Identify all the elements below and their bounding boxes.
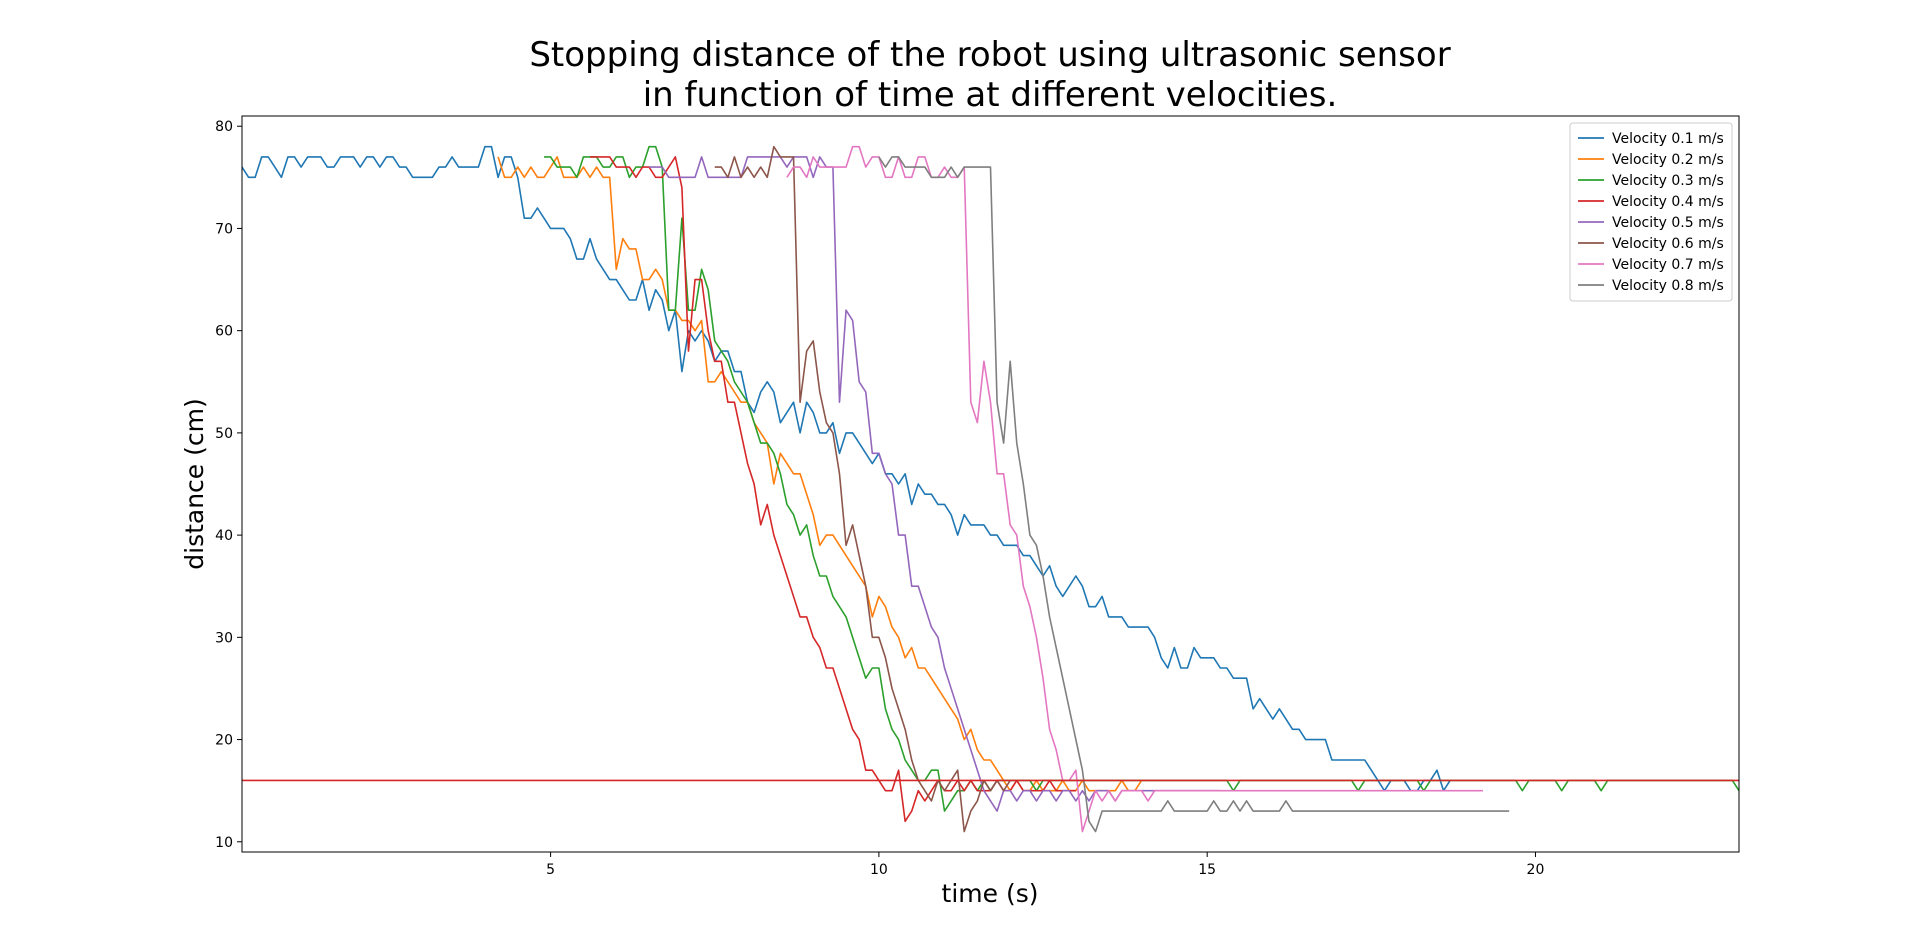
legend-label-6: Velocity 0.6 m/s (1612, 236, 1724, 252)
legend-label-7: Velocity 0.7 m/s (1612, 257, 1724, 273)
series-layer (241, 145, 1740, 833)
y-tick-label: 60 (215, 324, 233, 340)
legend-label-1: Velocity 0.1 m/s (1612, 131, 1724, 147)
y-tick-label: 80 (215, 119, 233, 135)
x-tick-label: 20 (1527, 862, 1545, 878)
y-tick-label: 10 (215, 835, 233, 851)
series-line-8 (878, 156, 1510, 833)
chart-title-line-2: in function of time at different velocit… (643, 75, 1338, 115)
series-line-1 (241, 145, 1451, 792)
legend-box (1569, 122, 1733, 302)
series-line-5 (649, 156, 1221, 812)
x-tick-label: 10 (870, 862, 888, 878)
series-line-3 (544, 145, 1740, 812)
legend-label-2: Velocity 0.2 m/s (1612, 152, 1724, 168)
y-tick-label: 30 (215, 630, 233, 646)
legend-label-4: Velocity 0.4 m/s (1612, 194, 1724, 210)
y-axis: 10 20 30 40 50 60 70 80 (215, 119, 242, 851)
series-line-6 (714, 145, 1011, 833)
y-tick-label: 50 (215, 426, 233, 442)
legend-label-3: Velocity 0.3 m/s (1612, 173, 1724, 189)
x-tick-label: 15 (1198, 862, 1216, 878)
legend-label-8: Velocity 0.8 m/s (1612, 278, 1724, 294)
series-line-4 (589, 156, 1076, 823)
x-axis: 5 10 15 20 (546, 852, 1544, 878)
plot-frame (241, 115, 1740, 853)
legend-label-5: Velocity 0.5 m/s (1612, 215, 1724, 231)
legend: Velocity 0.1 m/s Velocity 0.2 m/s Velocity… (1569, 122, 1733, 302)
x-axis-label: time (s) (942, 879, 1039, 908)
y-tick-label: 40 (215, 528, 233, 544)
x-tick-label: 5 (546, 862, 555, 878)
y-tick-label: 70 (215, 221, 233, 237)
series-line-7 (786, 145, 1483, 833)
chart-title-line-1: Stopping distance of the robot using ult… (529, 35, 1450, 75)
series-line-2 (497, 156, 1143, 792)
y-axis-label: distance (cm) (180, 398, 209, 569)
y-tick-label: 20 (215, 733, 233, 749)
